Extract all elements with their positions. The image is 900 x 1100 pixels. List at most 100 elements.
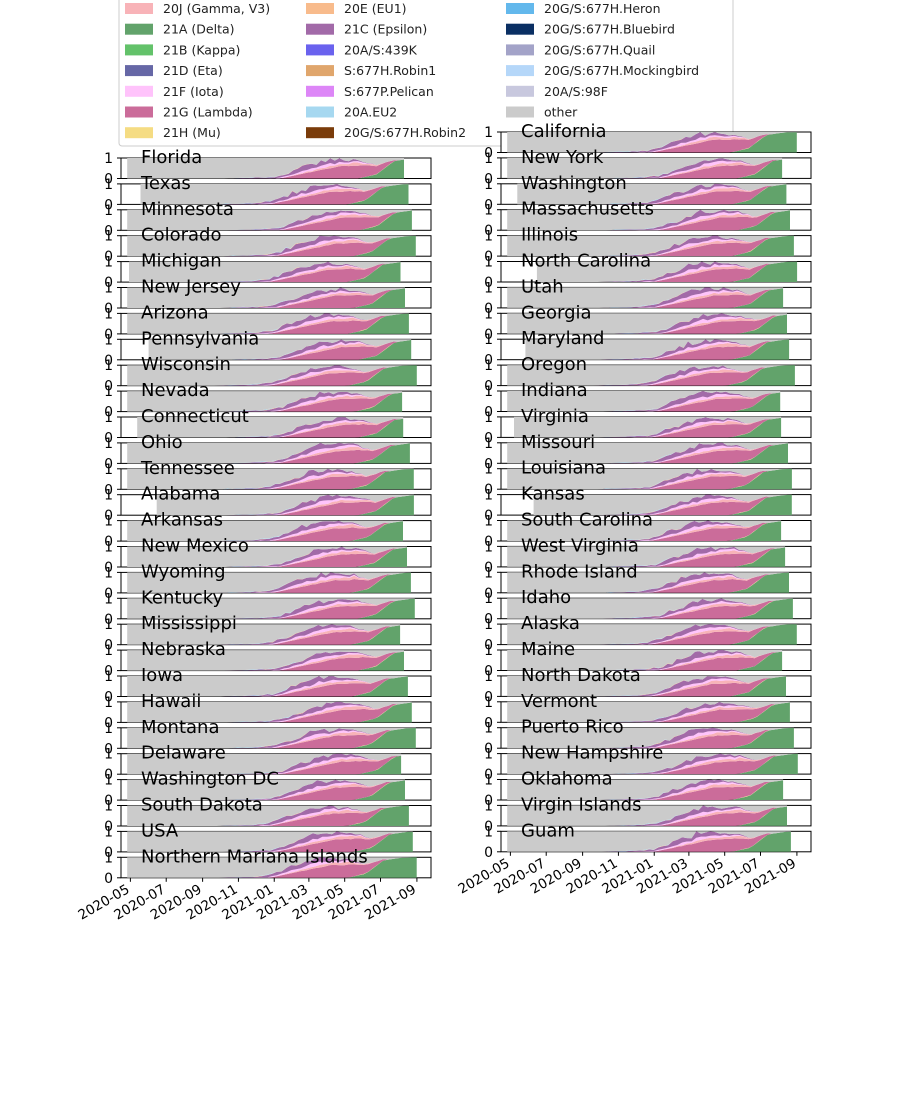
ytick-label: 0 [104, 741, 113, 757]
panel-title-iowa: Iowa [141, 665, 183, 686]
area-21g-lambda [507, 365, 795, 386]
legend-label-20e-eu1: 20E (EU1) [344, 1, 407, 16]
area-21f-iota [507, 159, 783, 179]
panel-title-ohio: Ohio [141, 432, 183, 453]
area-21a-delta [507, 547, 786, 567]
ytick-label: 0 [104, 197, 113, 213]
ytick-label: 0 [484, 715, 493, 731]
area-20j-gamma-v3 [127, 313, 409, 334]
area-20a-eu2 [507, 624, 797, 645]
area-other [127, 365, 417, 386]
ytick-label: 1 [104, 799, 113, 815]
area-21a-delta [507, 235, 794, 257]
panel-title-puerto-rico: Puerto Rico [521, 717, 624, 738]
ytick-label: 0 [104, 353, 113, 369]
area-21a-delta [517, 184, 787, 205]
area-other [127, 857, 417, 878]
area-21f-iota [127, 235, 416, 257]
area-other [127, 650, 404, 671]
area-20j-gamma-v3 [127, 728, 416, 749]
area-21a-delta [127, 288, 405, 308]
area-21f-iota [127, 521, 403, 542]
area-other [127, 572, 411, 593]
area-21a-delta [525, 339, 790, 360]
legend-swatch-21f-iota [125, 85, 153, 97]
area-21f-iota [127, 443, 410, 464]
panel-title-wisconsin: Wisconsin [141, 354, 231, 375]
area-21g-lambda [127, 159, 404, 179]
area-21g-lambda [137, 418, 404, 438]
ytick-label: 0 [104, 871, 113, 887]
area-other [514, 416, 782, 438]
ytick-label: 0 [484, 379, 493, 395]
area-21a-delta [507, 392, 781, 412]
ytick-label: 1 [484, 229, 493, 245]
area-other [507, 701, 790, 723]
ytick-label: 1 [104, 824, 113, 840]
area-20j-gamma-v3 [127, 831, 413, 852]
area-20e-eu1 [127, 857, 417, 878]
area-21g-lambda [507, 468, 792, 490]
area-21g-lambda [507, 159, 783, 179]
area-21a-delta [507, 521, 782, 541]
area-other [507, 831, 791, 852]
area-21f-iota [127, 676, 408, 697]
legend-label-20g-s-677h-bluebird: 20G/S:677H.Bluebird [544, 22, 675, 37]
ytick-label: 1 [484, 125, 493, 141]
area-other [127, 546, 407, 567]
ytick-label: 0 [484, 353, 493, 369]
ytick-label: 1 [104, 151, 113, 167]
area-other [127, 831, 413, 852]
ytick-label: 0 [484, 327, 493, 343]
area-20j-gamma-v3 [507, 702, 790, 723]
area-21g-lambda [127, 392, 403, 412]
area-other [140, 183, 409, 205]
ytick-label: 1 [484, 565, 493, 581]
area-21g-lambda [140, 184, 409, 205]
area-20j-gamma-v3 [533, 494, 792, 516]
ytick-label: 1 [104, 695, 113, 711]
ytick-label: 1 [104, 591, 113, 607]
legend-swatch-21h-mu [125, 127, 153, 139]
area-21g-lambda [127, 365, 417, 386]
area-21f-iota [507, 235, 794, 257]
area-21f-iota [507, 521, 782, 541]
panel-title-rhode-island: Rhode Island [521, 561, 638, 582]
ytick-label: 0 [484, 301, 493, 317]
panel-title-west-virginia: West Virginia [521, 535, 639, 556]
area-21a-delta [127, 755, 402, 775]
area-other [127, 624, 401, 645]
ytick-label: 1 [104, 747, 113, 763]
area-21c-epsilon [533, 494, 792, 516]
panel-title-nevada: Nevada [141, 380, 210, 401]
panel-title-guam: Guam [521, 820, 575, 841]
panels: 10Florida10Texas10Minnesota10Colorado10M… [104, 121, 812, 887]
area-21a-delta [507, 651, 783, 671]
ytick-label: 1 [104, 514, 113, 530]
area-21g-lambda [507, 651, 783, 671]
ytick-label: 1 [484, 539, 493, 555]
area-21f-iota [507, 547, 786, 567]
area-20j-gamma-v3 [127, 780, 405, 801]
area-21a-delta [507, 598, 793, 619]
area-21g-lambda [127, 651, 404, 671]
ytick-label: 1 [104, 488, 113, 504]
area-21a-delta [507, 676, 786, 697]
ytick-label: 1 [484, 410, 493, 426]
ytick-label: 0 [104, 301, 113, 317]
ytick-label: 0 [484, 793, 493, 809]
area-21g-lambda [127, 288, 405, 308]
panel-title-arizona: Arizona [141, 302, 209, 323]
area-21a-delta [127, 365, 417, 386]
panel-title-oklahoma: Oklahoma [521, 769, 613, 790]
area-other [533, 494, 792, 516]
area-21g-lambda [507, 780, 784, 800]
area-21a-delta [127, 443, 410, 464]
area-21a-delta [507, 780, 784, 800]
